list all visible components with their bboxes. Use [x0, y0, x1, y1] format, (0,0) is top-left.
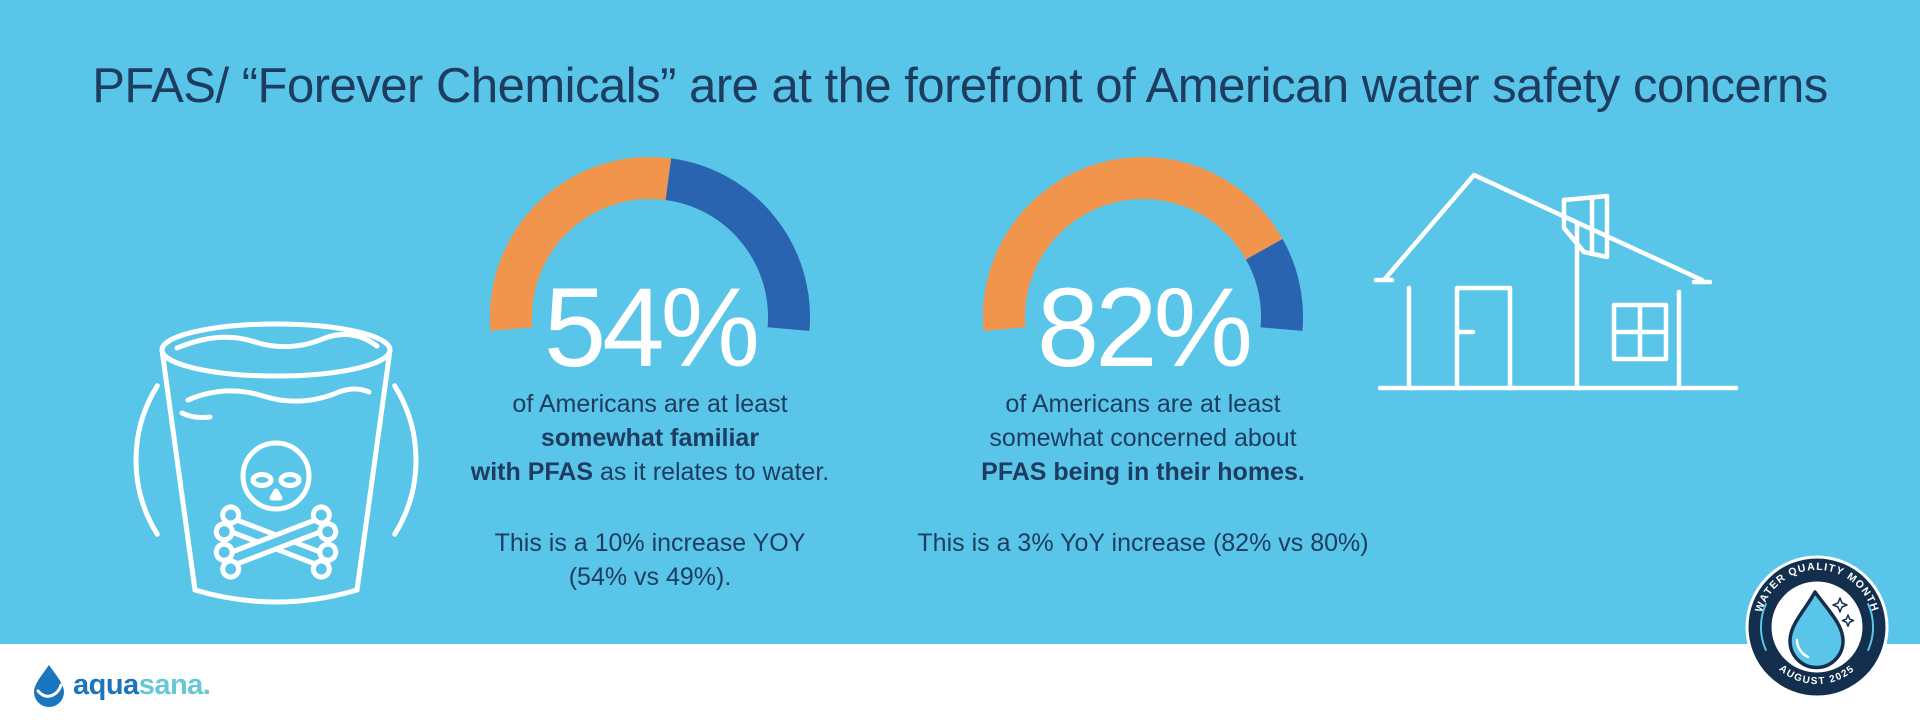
logo-drop-icon: [34, 665, 64, 707]
gauge-chart: [982, 157, 1303, 331]
gauge-value: 82%: [1036, 265, 1253, 390]
caption-line: with PFAS as it relates to water.: [470, 458, 830, 486]
page-title: PFAS/ “Forever Chemicals” are at the for…: [92, 59, 1828, 113]
gauge-arc-segment: [665, 158, 811, 331]
gauge-arc-segment: [1245, 238, 1303, 331]
footer-strip: [0, 644, 1920, 726]
caption-line: of Americans are at least: [1005, 390, 1281, 418]
water-quality-month-badge: WATER QUALITY MONTH AUGUST 2025: [1744, 554, 1890, 700]
badge-drop-icon: [1788, 590, 1855, 670]
note-line: This is a 10% increase YOY: [494, 529, 806, 557]
note-line: (54% vs 49%).: [568, 563, 732, 591]
logo-wordmark: aquasana.: [73, 668, 211, 701]
gauge-note: This is a 3% YoY increase (82% vs 80%): [913, 526, 1373, 560]
gauge-caption: of Americans are at least somewhat famili…: [420, 387, 880, 489]
gauge-familiarity: 54% of Americans are at least somewhat fa…: [471, 137, 829, 617]
gauge-arc-segment: [489, 156, 672, 331]
gauge-value: 54%: [543, 265, 760, 390]
caption-line: somewhat familiar: [540, 424, 760, 452]
caption-line: PFAS being in their homes.: [981, 458, 1305, 486]
gauge-concern: 82% of Americans are at least somewhat co…: [917, 137, 1369, 617]
note-line: This is a 3% YoY increase (82% vs 80%): [917, 529, 1369, 557]
caption-line: of Americans are at least: [512, 390, 788, 418]
gauge-arc-segment: [982, 157, 1283, 331]
gauge-caption: of Americans are at least somewhat concer…: [913, 387, 1373, 489]
poison-water-glass-icon: [125, 250, 425, 630]
house-icon: [1372, 140, 1744, 398]
gauge-note: This is a 10% increase YOY (54% vs 49%).: [420, 526, 880, 594]
aquasana-logo: aquasana.: [30, 662, 211, 708]
gauge-chart: [489, 156, 811, 331]
caption-line: somewhat concerned about: [989, 424, 1297, 452]
